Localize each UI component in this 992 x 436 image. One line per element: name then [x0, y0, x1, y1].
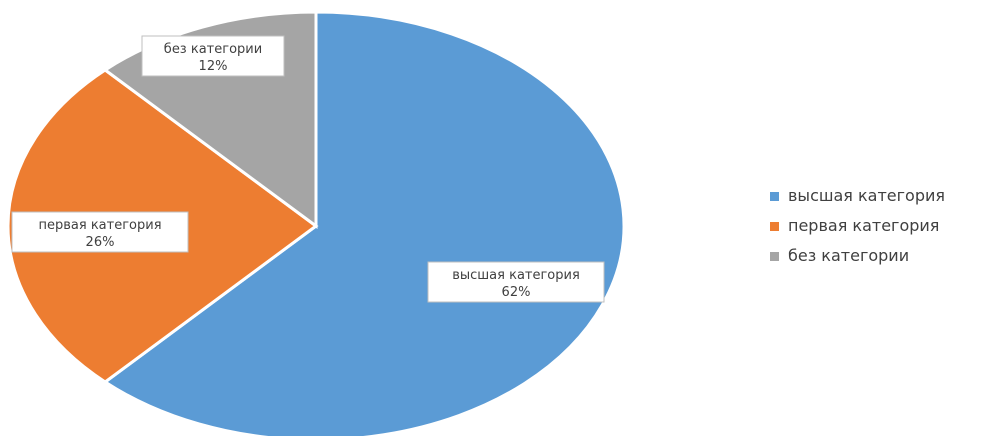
legend-swatch — [770, 192, 779, 201]
data-label-2: первая категория 26% — [11, 211, 189, 253]
legend-swatch — [770, 252, 779, 261]
data-label-value: 26% — [86, 235, 115, 250]
data-label-1: высшая категория 62% — [427, 261, 605, 303]
data-label-box — [427, 261, 605, 303]
legend-item-1: высшая категория — [770, 186, 945, 205]
pie-slice-1 — [102, 10, 626, 436]
legend-swatch — [770, 222, 779, 231]
data-label-category: первая категория — [38, 218, 161, 233]
data-label-box — [11, 211, 189, 253]
data-label-value: 62% — [502, 285, 531, 300]
legend-item-2: первая категория — [770, 216, 939, 235]
data-label-3: без категории 12% — [141, 35, 285, 77]
data-label-value: 12% — [199, 59, 228, 74]
legend-label: без категории — [788, 246, 909, 265]
data-label-box — [141, 35, 285, 77]
data-label-category: высшая категория — [452, 268, 580, 283]
legend-label: первая категория — [788, 216, 939, 235]
data-label-category: без категории — [164, 42, 262, 57]
legend-item-3: без категории — [770, 246, 909, 265]
legend-label: высшая категория — [788, 186, 945, 205]
